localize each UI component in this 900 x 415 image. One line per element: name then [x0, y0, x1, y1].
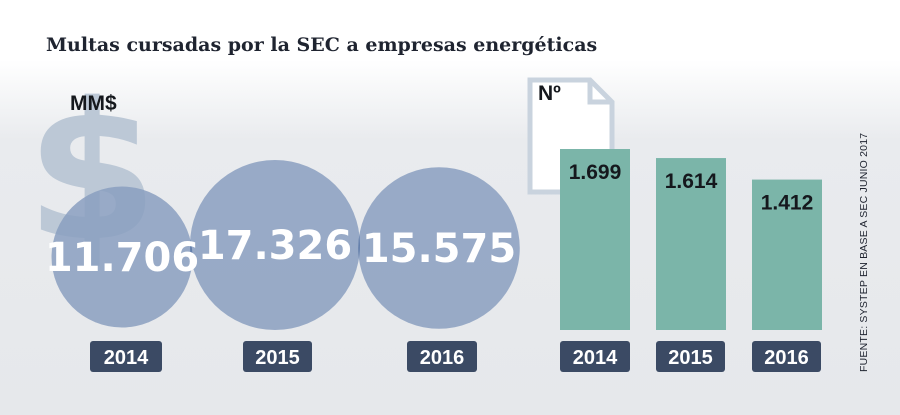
bar-value-label: 1.614 — [665, 170, 718, 193]
bubble-value-label: 17.326 — [198, 223, 352, 269]
bubble-2014 — [51, 186, 193, 328]
bubble-value-label: 15.575 — [362, 226, 516, 272]
bubble-2016 — [358, 167, 520, 329]
year-box — [407, 341, 477, 372]
year-box — [560, 341, 630, 372]
year-label: 2014 — [573, 347, 618, 369]
year-box — [752, 341, 821, 372]
year-label: 2016 — [764, 347, 809, 369]
year-box — [243, 341, 312, 372]
year-label: 2014 — [104, 347, 149, 369]
year-label: 2015 — [255, 347, 300, 369]
bar-2014 — [560, 149, 630, 330]
year-box — [90, 341, 162, 372]
bar-value-label: 1.412 — [761, 192, 814, 215]
bar-2016 — [752, 179, 822, 330]
chart-title: Multas cursadas por la SEC a empresas en… — [46, 34, 598, 56]
bubble-value-label: 11.706 — [45, 235, 199, 281]
bar-2015 — [656, 158, 726, 330]
year-box — [656, 341, 725, 372]
year-label: 2016 — [420, 347, 465, 369]
source-note: FUENTE: SYSTEP EN BASE A SEC JUNIO 2017 — [858, 132, 870, 372]
year-label: 2015 — [668, 347, 713, 369]
unit-label-count: Nº — [538, 82, 561, 105]
bubble-2015 — [190, 160, 360, 330]
bar-value-label: 1.699 — [569, 161, 622, 184]
unit-label-mm: MM$ — [70, 92, 117, 115]
